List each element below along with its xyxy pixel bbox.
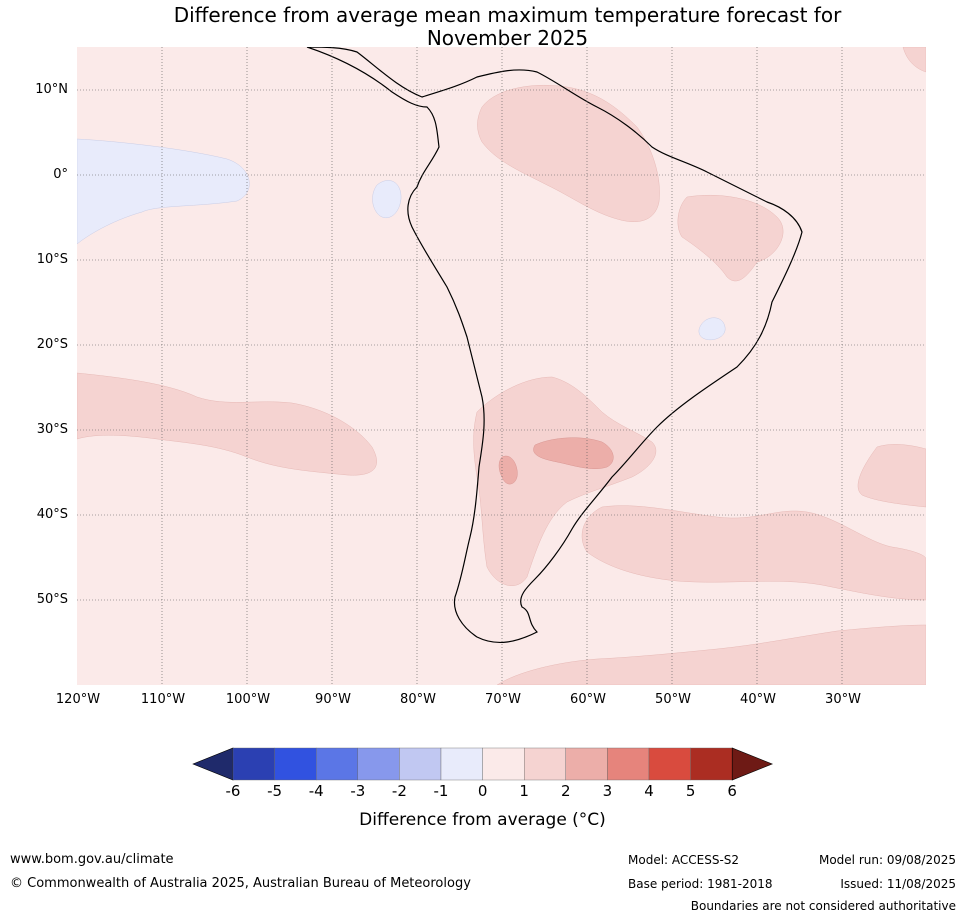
argentina-warm: [473, 376, 657, 586]
lon-label-100w: 100°W: [225, 692, 271, 707]
lat-label-40s: 40°S: [36, 507, 68, 522]
lat-label-50s: 50°S: [36, 592, 68, 607]
lon-label-80w: 80°W: [400, 692, 436, 707]
title-line-2: November 2025: [426, 26, 589, 50]
colorbar-label: Difference from average (°C): [359, 810, 606, 830]
galapagos-cool-anomaly: [372, 180, 402, 218]
colorbar-cell: [482, 747, 525, 781]
brazil-cool-anomaly: [698, 317, 726, 341]
colorbar-cell: [357, 747, 400, 781]
map-title: Difference from average mean maximum tem…: [0, 4, 965, 50]
colorbar-extend-high: [731, 747, 774, 781]
colorbar-cell: [399, 747, 442, 781]
colorbar-tick-label: -6: [225, 782, 241, 800]
lon-label-40w: 40°W: [740, 692, 776, 707]
colorbar-tick-label: -3: [350, 782, 366, 800]
colorbar-cell: [440, 747, 483, 781]
colorbar-tick-label: 3: [602, 782, 613, 800]
colorbar-tick-label: 6: [727, 782, 737, 800]
colorbar-cell: [274, 747, 317, 781]
lon-label-120w: 120°W: [55, 692, 101, 707]
issued-text: Issued: 11/08/2025: [840, 877, 956, 891]
colorbar-tick-label: 2: [561, 782, 571, 800]
colorbar-cell: [690, 747, 733, 781]
colorbar-cell: [315, 747, 358, 781]
base-period-text: Base period: 1981-2018: [628, 877, 773, 891]
eastern-brazil-warm: [677, 194, 784, 282]
colorbar-cell: [565, 747, 608, 781]
colorbar-cell: [524, 747, 567, 781]
colorbar-cell: [607, 747, 650, 781]
disclaimer-text: Boundaries are not considered authoritat…: [690, 899, 956, 913]
colorbar-cell: [648, 747, 691, 781]
colorbar-tick-label: -5: [267, 782, 283, 800]
colorbar-tick-label: 5: [685, 782, 696, 800]
colorbar-tick-label: -4: [308, 782, 324, 800]
model-text: Model: ACCESS-S2: [628, 853, 740, 867]
lat-label-20s: 20°S: [36, 337, 68, 352]
north-south-america-warm: [477, 84, 660, 222]
website-text: www.bom.gov.au/climate: [10, 852, 174, 867]
colorbar-tick-label: 0: [477, 782, 488, 800]
western-argentina-warmer: [498, 455, 518, 485]
lon-label-50w: 50°W: [655, 692, 691, 707]
central-argentina-warmer: [533, 437, 614, 469]
lon-label-110w: 110°W: [140, 692, 186, 707]
lat-label-10n: 10°N: [35, 82, 68, 97]
lon-label-60w: 60°W: [570, 692, 606, 707]
forecast-map: [77, 47, 926, 685]
lat-label-0: 0°: [53, 167, 68, 182]
colorbar-tick-label: 4: [644, 782, 654, 800]
lat-label-10s: 10°S: [36, 252, 68, 267]
pacific-cool-anomaly: [77, 138, 250, 245]
east-atlantic-warm-patch: [857, 444, 926, 508]
colorbar-tick-label: 1: [519, 782, 529, 800]
lat-label-30s: 30°S: [36, 422, 68, 437]
south-atlantic-warm-band: [581, 505, 926, 601]
model-run-text: Model run: 09/08/2025: [818, 853, 956, 867]
lon-label-70w: 70°W: [485, 692, 521, 707]
title-line-1: Difference from average mean maximum tem…: [173, 3, 842, 27]
colorbar-extend-low: [192, 747, 234, 781]
colorbar-tick-label: -1: [433, 782, 449, 800]
copyright-text: © Commonwealth of Australia 2025, Austra…: [10, 876, 471, 891]
lon-label-90w: 90°W: [315, 692, 351, 707]
south-america-coastline: [306, 47, 803, 643]
colorbar: [192, 747, 774, 781]
colorbar-cell: [232, 747, 275, 781]
south-pacific-warm-band: [77, 372, 377, 476]
map-svg: [77, 47, 926, 685]
southern-ocean-warm-band: [496, 624, 926, 685]
colorbar-tick-label: -2: [391, 782, 407, 800]
gridlines: [77, 47, 926, 685]
lon-label-30w: 30°W: [825, 692, 861, 707]
northeast-atlantic-warm-patch: [902, 47, 926, 73]
